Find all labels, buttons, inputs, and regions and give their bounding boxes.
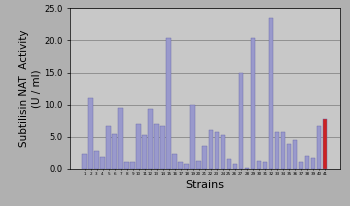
Bar — [184, 164, 189, 169]
Bar — [160, 126, 165, 169]
Bar — [88, 98, 93, 169]
Bar — [124, 162, 129, 169]
Bar — [112, 133, 117, 169]
Bar — [118, 108, 123, 169]
Y-axis label: Subtilisin NAT  Activity
(U / ml): Subtilisin NAT Activity (U / ml) — [19, 30, 41, 147]
Bar — [299, 162, 303, 169]
Bar — [203, 146, 207, 169]
Bar — [245, 168, 249, 169]
Bar — [232, 164, 237, 169]
Bar — [136, 124, 141, 169]
Bar — [190, 105, 195, 169]
Bar — [220, 135, 225, 169]
Bar — [275, 132, 279, 169]
Bar — [287, 144, 291, 169]
Bar — [281, 132, 285, 169]
Bar — [262, 163, 267, 169]
Bar — [173, 154, 177, 169]
Bar — [82, 154, 87, 169]
Bar — [100, 157, 105, 169]
Bar — [154, 124, 159, 169]
Bar — [142, 136, 147, 169]
Bar — [106, 126, 111, 169]
Bar — [226, 159, 231, 169]
Bar — [305, 156, 309, 169]
Bar — [94, 151, 99, 169]
Bar — [317, 126, 321, 169]
Bar — [311, 158, 315, 169]
Bar — [148, 109, 153, 169]
Bar — [215, 132, 219, 169]
X-axis label: Strains: Strains — [185, 180, 224, 190]
Bar — [178, 163, 183, 169]
Bar — [251, 39, 255, 169]
Bar — [130, 163, 135, 169]
Bar — [257, 161, 261, 169]
Bar — [293, 140, 297, 169]
Bar — [209, 130, 213, 169]
Bar — [196, 161, 201, 169]
Bar — [239, 73, 243, 169]
Bar — [323, 119, 327, 169]
Bar — [269, 18, 273, 169]
Bar — [166, 39, 171, 169]
